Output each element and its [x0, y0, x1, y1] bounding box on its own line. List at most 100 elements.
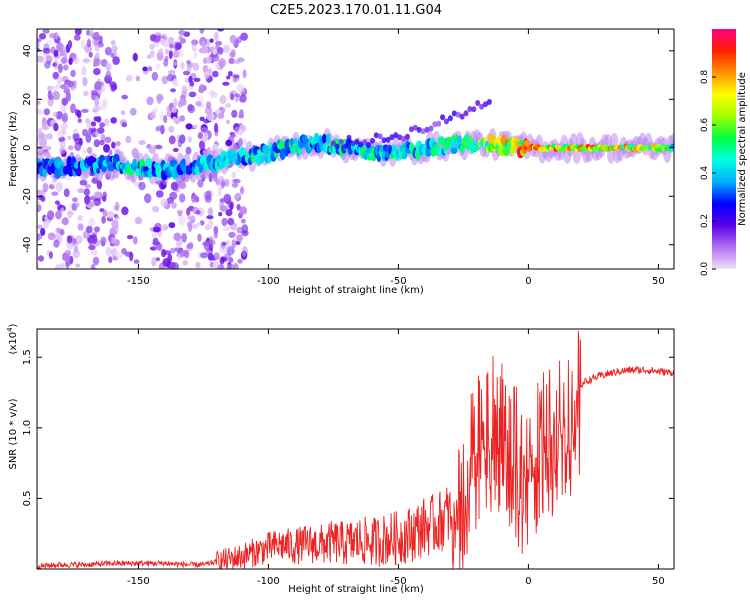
heatmap-cell [86, 146, 93, 154]
heatmap-cell [214, 122, 219, 133]
heatmap-cell [206, 65, 213, 76]
heatmap-cell [236, 226, 244, 234]
heatmap-cell [121, 206, 129, 216]
heatmap-cell [206, 112, 215, 122]
heatmap-cell [186, 59, 191, 65]
heatmap-cell [179, 134, 186, 144]
colorbar-tick-label: 0.2 [700, 214, 710, 228]
heatmap-cell [217, 47, 224, 55]
heatmap-cell [198, 140, 206, 150]
heatmap-cell [37, 55, 43, 63]
heatmap-cell [163, 115, 168, 123]
heatmap-cell [203, 241, 211, 251]
heatmap-cell [362, 139, 368, 146]
heatmap-cell [82, 148, 87, 155]
heatmap-cell [369, 137, 375, 144]
heatmap-cell [206, 215, 214, 220]
heatmap-cell [204, 106, 213, 115]
heatmap-cell [440, 114, 446, 121]
heatmap-cell [77, 223, 84, 231]
heatmap-cell [197, 233, 202, 242]
heatmap-cell [232, 178, 241, 184]
heatmap-cell [232, 76, 237, 83]
heatmap-cell [93, 68, 101, 76]
heatmap-cell [183, 70, 191, 76]
heatmap-cell [88, 51, 93, 58]
heatmap-y-label: Frequency (Hz) [8, 111, 19, 187]
heatmap-cell [436, 148, 444, 156]
heatmap-cell [37, 262, 40, 269]
heatmap-cell [215, 40, 223, 46]
heatmap-cell [45, 55, 53, 64]
heatmap-cell [178, 29, 186, 36]
heatmap-cell [75, 202, 80, 208]
heatmap-cell [164, 55, 169, 62]
heatmap-cell [172, 147, 179, 153]
snr-x-tick-label: 50 [652, 576, 665, 587]
heatmap-cell [53, 239, 60, 248]
heatmap-cell [179, 115, 185, 122]
heatmap-cell [92, 256, 100, 266]
heatmap-cell [108, 149, 113, 156]
heatmap-cell [172, 61, 178, 66]
heatmap-cell [86, 29, 91, 36]
heatmap-cell [42, 220, 49, 230]
heatmap-cell [170, 247, 176, 254]
heatmap-cell [168, 69, 176, 75]
heatmap-cell [115, 215, 120, 220]
heatmap-x-ticks: -150 -100 -50 0 50 [127, 29, 665, 287]
heatmap-cell [159, 111, 164, 121]
heatmap-cell [393, 132, 399, 139]
heatmap-cell [168, 125, 175, 133]
heatmap-cell [73, 245, 79, 252]
heatmap-cell [94, 226, 100, 233]
heatmap-cell [105, 62, 112, 72]
heatmap-cell [471, 106, 477, 113]
heatmap-cell [56, 82, 61, 90]
heatmap-cell [60, 123, 69, 130]
heatmap-cell [212, 260, 219, 269]
heatmap-cell [229, 34, 237, 44]
heatmap-cell [313, 132, 320, 144]
heatmap-cell [416, 126, 422, 133]
heatmap-cell [179, 193, 186, 203]
heatmap-cell [373, 132, 379, 139]
heatmap-cell [330, 140, 336, 147]
heatmap-cell [156, 51, 164, 61]
snr-y-tick-label: 1.5 [22, 349, 33, 365]
heatmap-cell [242, 138, 247, 145]
heatmap-cell [239, 94, 247, 103]
heatmap-cell [66, 80, 75, 88]
heatmap-cell [236, 36, 243, 44]
heatmap-cell [152, 206, 160, 213]
heatmap-cell [146, 96, 154, 106]
heatmap-cell [37, 255, 45, 262]
heatmap-cell [80, 39, 86, 50]
heatmap-cell [130, 107, 137, 116]
heatmap-cell [186, 243, 193, 250]
heatmap-cell [222, 81, 230, 86]
heatmap-cell [457, 135, 462, 144]
heatmap-cell [74, 138, 82, 145]
heatmap-cell [238, 146, 247, 158]
heatmap-cell [225, 139, 233, 147]
heatmap-cell [233, 59, 241, 65]
heatmap-cell [43, 108, 50, 116]
heatmap-cell [221, 241, 227, 246]
heatmap-cell [203, 132, 209, 140]
heatmap-x-tick-label: 0 [525, 276, 531, 287]
heatmap-cell [37, 224, 43, 230]
heatmap-cell [212, 70, 219, 78]
heatmap-cell [219, 256, 225, 265]
heatmap-cell [70, 69, 76, 77]
heatmap-cell [289, 138, 294, 146]
heatmap-cell [224, 102, 232, 108]
heatmap-cell [200, 40, 206, 47]
heatmap-cell [334, 143, 340, 150]
heatmap-cell [88, 237, 94, 247]
heatmap-cell [182, 158, 186, 167]
heatmap-cell [110, 52, 115, 59]
heatmap-cell [174, 42, 182, 51]
heatmap-cell [342, 143, 348, 150]
